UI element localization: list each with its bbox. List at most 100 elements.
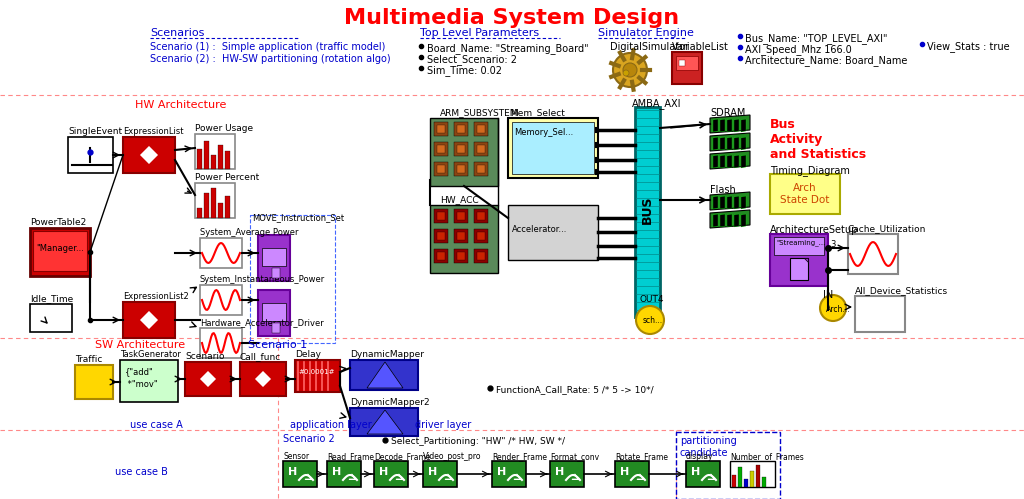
Text: Board_Name: "Streaming_Board": Board_Name: "Streaming_Board" bbox=[427, 43, 589, 54]
Bar bbox=[474, 162, 488, 176]
Text: H: H bbox=[691, 467, 700, 477]
Polygon shape bbox=[734, 196, 739, 209]
Text: Sensor: Sensor bbox=[283, 452, 309, 461]
Polygon shape bbox=[741, 196, 746, 209]
Polygon shape bbox=[727, 119, 732, 132]
Text: H: H bbox=[497, 467, 506, 477]
Text: Format_conv: Format_conv bbox=[550, 452, 599, 461]
Bar bbox=[770, 234, 828, 286]
Circle shape bbox=[820, 295, 846, 321]
Text: Render_Frame: Render_Frame bbox=[492, 452, 547, 461]
Bar bbox=[457, 125, 465, 133]
Text: application layer: application layer bbox=[290, 420, 372, 430]
Text: FunctionA_Call_Rate: 5 /* 5 -> 10*/: FunctionA_Call_Rate: 5 /* 5 -> 10*/ bbox=[496, 385, 653, 394]
Bar bbox=[430, 205, 498, 273]
Circle shape bbox=[623, 63, 637, 77]
Text: Arch...: Arch... bbox=[826, 305, 851, 314]
Polygon shape bbox=[720, 196, 725, 209]
Polygon shape bbox=[367, 410, 403, 434]
Polygon shape bbox=[713, 155, 718, 168]
Bar bbox=[258, 290, 290, 336]
Polygon shape bbox=[734, 155, 739, 168]
Text: {"add": {"add" bbox=[125, 367, 154, 376]
Text: HW Architecture: HW Architecture bbox=[135, 100, 226, 110]
Text: PowerTable2: PowerTable2 bbox=[30, 218, 86, 227]
Bar bbox=[437, 252, 445, 260]
Text: Traffic: Traffic bbox=[75, 355, 102, 364]
Polygon shape bbox=[710, 115, 750, 133]
Text: Rotate_Frame: Rotate_Frame bbox=[615, 452, 668, 461]
Bar bbox=[204, 193, 209, 218]
Polygon shape bbox=[710, 210, 750, 228]
Text: Memory_Sel...: Memory_Sel... bbox=[514, 128, 573, 137]
Bar bbox=[68, 137, 113, 173]
Bar bbox=[454, 142, 468, 156]
Text: Bus_Name: "TOP_LEVEL_AXI": Bus_Name: "TOP_LEVEL_AXI" bbox=[745, 33, 888, 44]
Text: Video_post_pro: Video_post_pro bbox=[423, 452, 481, 461]
Bar bbox=[477, 125, 485, 133]
Bar bbox=[218, 203, 223, 218]
Polygon shape bbox=[741, 214, 746, 227]
Text: AMBA_AXI: AMBA_AXI bbox=[632, 98, 682, 109]
Bar bbox=[635, 107, 660, 317]
Text: DynamicMapper: DynamicMapper bbox=[350, 350, 424, 359]
Polygon shape bbox=[727, 214, 732, 227]
Bar bbox=[855, 296, 905, 332]
Bar bbox=[454, 162, 468, 176]
Polygon shape bbox=[734, 119, 739, 132]
Bar bbox=[730, 461, 775, 487]
Text: Timing_Diagram: Timing_Diagram bbox=[770, 165, 850, 176]
Text: TaskGenerator: TaskGenerator bbox=[120, 350, 181, 359]
Text: Simulator Engine: Simulator Engine bbox=[598, 28, 694, 38]
Polygon shape bbox=[713, 119, 718, 132]
Bar bbox=[474, 209, 488, 223]
Text: View_Stats : true: View_Stats : true bbox=[927, 41, 1010, 52]
Text: Power Percent: Power Percent bbox=[195, 173, 259, 182]
Bar bbox=[454, 249, 468, 263]
Polygon shape bbox=[741, 155, 746, 168]
Bar bbox=[225, 151, 230, 169]
Polygon shape bbox=[198, 369, 218, 389]
Bar bbox=[211, 155, 216, 169]
Bar bbox=[272, 268, 280, 278]
Text: use case B: use case B bbox=[115, 467, 168, 477]
Text: *"mov": *"mov" bbox=[125, 380, 158, 389]
Bar bbox=[30, 304, 72, 332]
Bar bbox=[195, 134, 234, 169]
Bar bbox=[762, 477, 766, 487]
Bar bbox=[423, 461, 457, 487]
Text: use case A: use case A bbox=[130, 420, 182, 430]
Text: Bus
Activity
and Statistics: Bus Activity and Statistics bbox=[770, 118, 866, 161]
Bar bbox=[434, 249, 449, 263]
Polygon shape bbox=[367, 362, 403, 388]
Polygon shape bbox=[710, 151, 750, 169]
Bar bbox=[744, 479, 748, 487]
Bar bbox=[434, 142, 449, 156]
Text: VariableList: VariableList bbox=[672, 42, 729, 52]
Bar bbox=[123, 302, 175, 338]
Polygon shape bbox=[720, 214, 725, 227]
Text: driver layer: driver layer bbox=[415, 420, 471, 430]
Bar bbox=[197, 149, 202, 169]
Bar bbox=[474, 142, 488, 156]
Polygon shape bbox=[727, 155, 732, 168]
Text: OUT4: OUT4 bbox=[640, 295, 665, 304]
Polygon shape bbox=[138, 309, 160, 331]
Text: HW_ACC: HW_ACC bbox=[440, 195, 478, 204]
Text: All_Device_Statistics: All_Device_Statistics bbox=[855, 286, 948, 295]
Text: Read_Frame: Read_Frame bbox=[327, 452, 374, 461]
Text: Flash: Flash bbox=[710, 185, 736, 195]
Bar bbox=[477, 212, 485, 220]
Text: Decode_Frame: Decode_Frame bbox=[374, 452, 430, 461]
Bar bbox=[732, 475, 736, 487]
Text: AXI_Speed_Mhz 166.0: AXI_Speed_Mhz 166.0 bbox=[745, 44, 852, 55]
Polygon shape bbox=[720, 119, 725, 132]
Text: Select_Scenario: 2: Select_Scenario: 2 bbox=[427, 54, 517, 65]
Text: Scenario: Scenario bbox=[185, 352, 224, 361]
Text: 3: 3 bbox=[830, 240, 836, 249]
Text: sch...: sch... bbox=[643, 316, 664, 325]
Bar bbox=[454, 209, 468, 223]
Text: H: H bbox=[332, 467, 341, 477]
Polygon shape bbox=[727, 196, 732, 209]
Text: ExpressionList: ExpressionList bbox=[123, 127, 183, 136]
